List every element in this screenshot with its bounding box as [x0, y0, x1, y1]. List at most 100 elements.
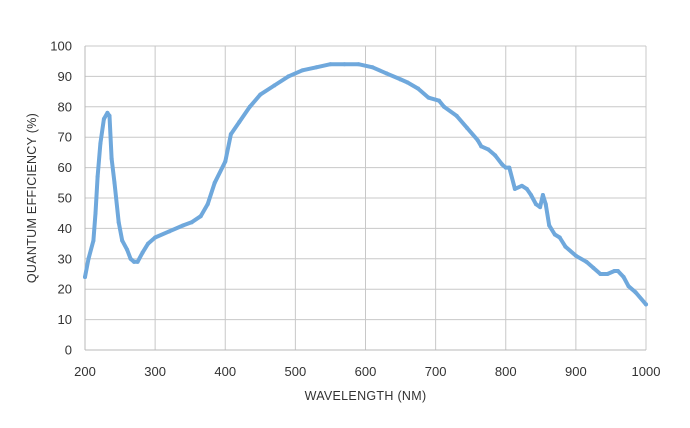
x-tick-label: 700	[425, 364, 447, 379]
data-point	[328, 62, 333, 67]
data-point	[98, 141, 103, 146]
x-tick-label: 600	[355, 364, 377, 379]
data-point	[612, 268, 617, 273]
data-point	[591, 265, 596, 270]
data-point	[605, 272, 610, 276]
data-point	[91, 238, 96, 243]
data-point	[405, 80, 410, 85]
x-tick-label: 300	[144, 364, 166, 379]
data-point	[205, 202, 210, 207]
data-point	[626, 284, 631, 289]
data-point	[181, 223, 186, 228]
data-point	[557, 235, 562, 240]
data-point	[228, 132, 233, 137]
y-tick-label: 30	[58, 251, 72, 266]
data-point	[384, 71, 389, 76]
data-point	[198, 214, 203, 219]
data-point	[370, 65, 375, 70]
x-tick-label: 900	[565, 364, 587, 379]
data-point	[552, 232, 557, 237]
data-point	[633, 290, 638, 295]
y-tick-label: 80	[58, 99, 72, 114]
data-point	[125, 247, 130, 252]
data-point	[153, 235, 158, 240]
x-tick-label: 200	[74, 364, 96, 379]
data-point	[314, 65, 319, 70]
x-tick-label: 500	[285, 364, 307, 379]
data-point	[86, 256, 91, 261]
data-point	[120, 238, 125, 243]
grid	[85, 45, 647, 350]
data-point	[442, 104, 447, 109]
data-point	[140, 250, 145, 255]
data-point	[465, 126, 470, 131]
data-point	[272, 83, 277, 88]
data-point	[93, 211, 98, 216]
data-point	[189, 220, 194, 225]
data-point	[615, 268, 620, 273]
data-point	[116, 220, 121, 225]
data-point	[493, 153, 498, 158]
series-group	[83, 62, 648, 307]
data-point	[95, 174, 100, 179]
data-point	[237, 120, 242, 124]
y-tick-label: 100	[50, 39, 72, 54]
data-point	[286, 74, 291, 79]
data-point	[644, 302, 648, 307]
x-tick-label: 800	[495, 364, 517, 379]
x-axis-title: WAVELENGTH (NM)	[305, 389, 427, 403]
data-point	[503, 165, 508, 170]
data-point	[223, 159, 228, 164]
data-point	[342, 62, 347, 67]
y-tick-label: 50	[58, 191, 72, 206]
x-tick-label: 1000	[632, 364, 661, 379]
series-points	[83, 62, 648, 307]
data-point	[398, 77, 403, 82]
data-point	[533, 202, 538, 207]
y-tick-label: 70	[58, 130, 72, 145]
data-point	[621, 275, 626, 280]
y-tick-label: 60	[58, 160, 72, 175]
axes	[84, 46, 646, 351]
y-tick-label: 40	[58, 221, 72, 236]
data-point	[135, 259, 140, 264]
data-point	[454, 113, 459, 118]
data-point	[247, 104, 252, 109]
data-point	[563, 244, 568, 249]
data-point	[540, 192, 545, 197]
data-point	[486, 147, 491, 152]
data-point	[258, 92, 263, 97]
data-point	[524, 186, 529, 191]
data-point	[500, 162, 505, 167]
data-point	[426, 95, 431, 100]
data-point	[109, 156, 114, 161]
data-point	[101, 116, 106, 121]
data-point	[512, 186, 517, 191]
data-point	[300, 68, 305, 73]
data-point	[416, 86, 421, 91]
data-point	[212, 180, 217, 185]
data-point	[356, 62, 361, 67]
data-point	[538, 205, 543, 210]
data-point	[83, 275, 87, 280]
data-point	[479, 144, 484, 149]
y-axis-title: QUANTUM EFFICIENCY (%)	[25, 113, 39, 283]
data-point	[543, 202, 548, 207]
data-point	[167, 229, 172, 234]
data-point	[584, 259, 589, 264]
x-tick-label: 400	[214, 364, 236, 379]
data-point	[146, 241, 151, 246]
data-point	[519, 183, 524, 188]
data-point	[132, 259, 137, 264]
data-point	[528, 192, 533, 197]
y-tick-labels: 0 10 20 30 40 50 60 70 80 90 100	[50, 39, 72, 358]
data-point	[475, 138, 480, 143]
data-point	[437, 98, 442, 103]
data-point	[507, 165, 512, 170]
data-point	[107, 113, 112, 118]
data-point	[573, 253, 578, 258]
data-point	[547, 223, 552, 228]
data-point	[598, 272, 603, 276]
y-tick-label: 10	[58, 312, 72, 327]
